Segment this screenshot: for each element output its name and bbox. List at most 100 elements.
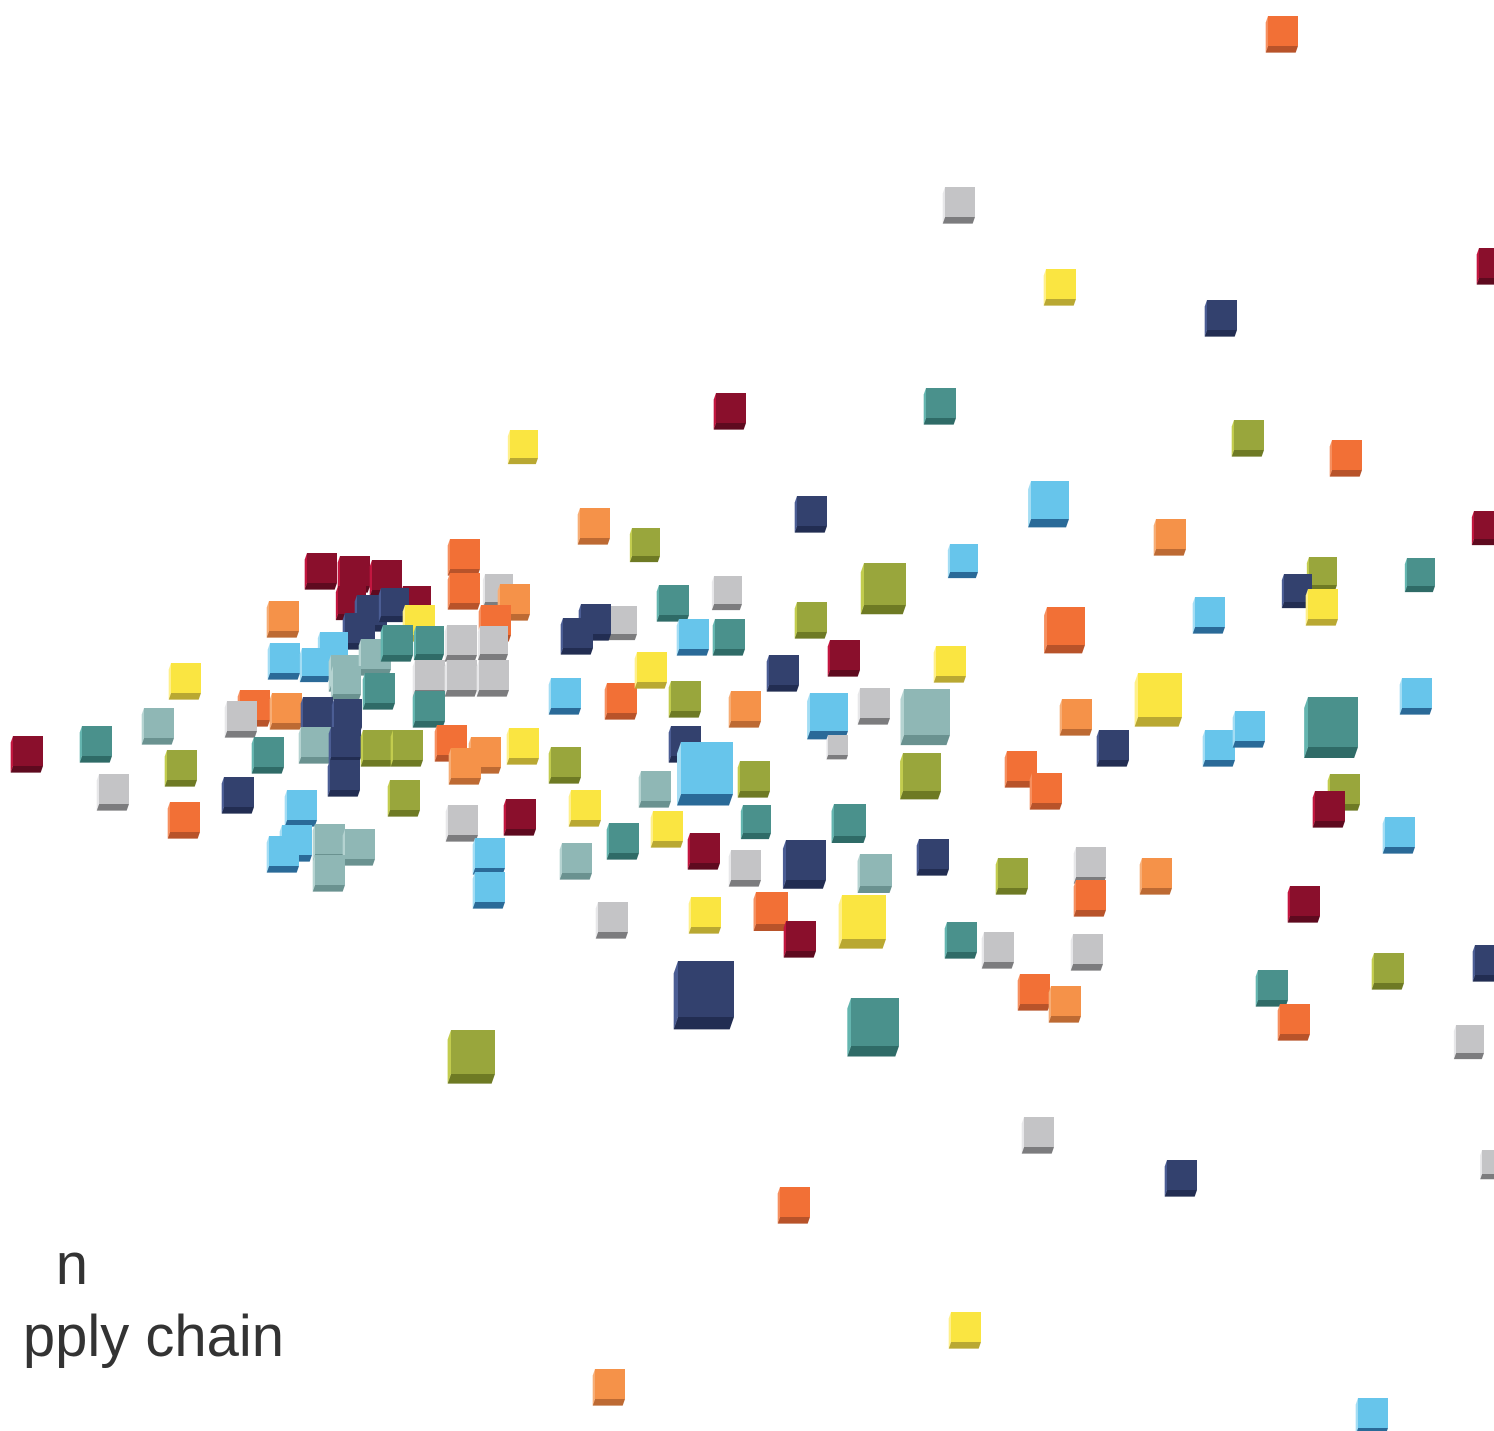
cube-bottom-face — [737, 791, 770, 798]
cube-yellow — [688, 897, 721, 934]
cube-side-face — [668, 681, 671, 718]
cube-side-face — [330, 666, 333, 701]
cube-front-face — [1308, 697, 1358, 747]
cube-bottom-face — [1371, 983, 1404, 990]
cube-front-face — [1046, 269, 1076, 299]
cube-light-teal — [857, 854, 892, 894]
cube-bottom-face — [251, 767, 284, 774]
cube-teal — [923, 388, 956, 425]
cube-bottom-face — [728, 721, 761, 728]
cube-bottom-face — [827, 670, 860, 677]
cube-side-face — [476, 660, 479, 697]
cube-yellow — [168, 663, 201, 700]
cube-bottom-face — [900, 791, 941, 800]
cube-side-face — [1382, 817, 1385, 854]
cube-bottom-face — [1073, 910, 1106, 917]
cube-sky — [1399, 678, 1432, 715]
cube-olive — [387, 780, 420, 817]
cube-bottom-face — [1139, 888, 1172, 895]
cube-light-orange — [1059, 699, 1092, 736]
cube-bottom-face — [1382, 847, 1415, 854]
cube-light-teal — [298, 727, 331, 764]
cube-olive — [1306, 557, 1337, 592]
cube-side-face — [688, 897, 691, 934]
cube-front-face — [345, 613, 375, 643]
cube-bottom-face — [728, 880, 761, 887]
cube-teal — [1255, 970, 1288, 1007]
cube-bottom-face — [1029, 803, 1062, 810]
cube-bottom-face — [1096, 760, 1129, 767]
cube-side-face — [1232, 711, 1235, 748]
cube-light-orange — [592, 1369, 625, 1406]
cube-side-face — [447, 1030, 451, 1084]
cube-front-face — [919, 839, 949, 869]
cube-teal — [412, 691, 445, 728]
cube-bottom-face — [447, 603, 480, 610]
cube-side-face — [412, 660, 415, 697]
cube-grey — [981, 932, 1014, 969]
cube-navy — [327, 760, 360, 797]
cube-front-face — [99, 774, 129, 804]
cube-front-face — [998, 858, 1028, 888]
cube-front-face — [365, 673, 395, 703]
cube-grey — [476, 660, 509, 697]
cube-yellow — [650, 811, 683, 848]
cube-grey — [606, 606, 637, 641]
cube-side-face — [1029, 773, 1032, 810]
cube-light-orange — [266, 601, 299, 638]
cube-bottom-face — [568, 820, 601, 827]
cube-front-face — [1031, 481, 1069, 519]
cube-front-face — [780, 1187, 810, 1217]
cube-front-face — [681, 742, 733, 794]
cube-bottom-face — [1476, 278, 1494, 285]
cube-navy — [1096, 730, 1129, 767]
cube-side-face — [740, 805, 743, 840]
cube-front-face — [740, 761, 770, 791]
cube-side-face — [676, 742, 681, 806]
cube-side-face — [472, 838, 475, 875]
cube-side-face — [304, 553, 307, 590]
cube-bottom-face — [1192, 627, 1225, 634]
cube-teal — [944, 922, 977, 959]
cube-front-face — [632, 528, 660, 556]
cube-side-face — [224, 701, 227, 738]
cube-bottom-face — [794, 632, 827, 639]
cube-side-face — [167, 802, 170, 839]
cube-navy — [560, 618, 593, 655]
cube-side-face — [284, 790, 287, 827]
cube-teal — [380, 625, 413, 662]
cube-side-face — [369, 560, 372, 597]
cube-front-face — [82, 726, 112, 756]
cube-orange — [167, 802, 200, 839]
cube-side-face — [687, 833, 690, 870]
cube-front-face — [269, 601, 299, 631]
cube-side-face — [1164, 1160, 1167, 1197]
cube-side-face — [1471, 511, 1474, 546]
caption-line-2: pply chain — [22, 1304, 284, 1369]
cube-bottom-face — [1453, 1053, 1484, 1060]
cube-bottom-face — [298, 757, 331, 764]
cube-light-orange — [448, 748, 481, 785]
cube-orange — [777, 1187, 810, 1224]
cube-bottom-face — [1305, 619, 1338, 626]
cube-bottom-face — [96, 804, 129, 811]
cube-bottom-face — [378, 616, 409, 623]
cube-side-face — [1204, 300, 1207, 337]
cube-side-face — [1059, 699, 1062, 736]
cube-yellow — [1043, 269, 1076, 306]
cube-front-face — [1315, 791, 1345, 821]
cube-bottom-face — [1044, 645, 1085, 654]
cube-side-face — [676, 619, 679, 656]
cube-olive — [794, 602, 827, 639]
cube-front-face — [607, 683, 637, 713]
cube-light-teal — [559, 843, 592, 880]
cube-grey — [1453, 1025, 1484, 1060]
cube-bottom-face — [548, 777, 581, 784]
cube-bottom-face — [79, 756, 112, 763]
cube-bottom-face — [1028, 519, 1069, 528]
cube-front-face — [510, 430, 538, 458]
cube-sky — [299, 648, 330, 683]
cube-teal — [251, 737, 284, 774]
cube-bottom-face — [559, 873, 592, 880]
cube-sky — [472, 872, 505, 909]
